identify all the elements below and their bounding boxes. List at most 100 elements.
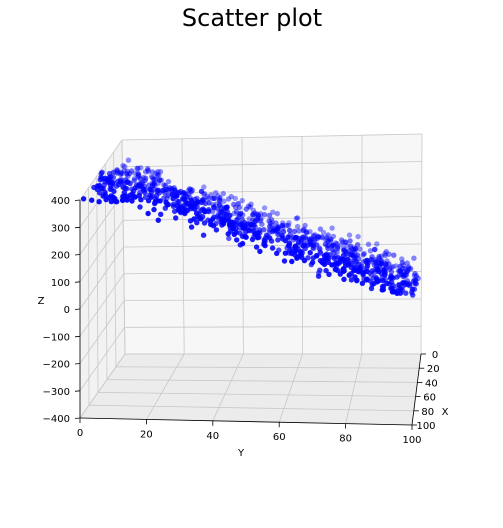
x-tick-label: 60 xyxy=(423,393,436,404)
scatter-point xyxy=(291,228,298,234)
scatter-point xyxy=(257,248,263,255)
scatter-point xyxy=(261,237,268,243)
scatter-point xyxy=(158,177,164,183)
scatter-point xyxy=(201,184,207,190)
x-axis-label: X xyxy=(442,407,449,418)
scatter-point xyxy=(231,231,237,238)
scatter-point xyxy=(224,204,230,211)
scatter-point xyxy=(213,190,219,196)
scatter-point xyxy=(360,269,367,276)
z-tick-mark xyxy=(74,363,81,365)
scatter-point xyxy=(145,198,152,204)
scatter-point xyxy=(361,251,367,257)
scatter-point xyxy=(281,258,288,264)
scatter-point xyxy=(329,225,335,231)
scatter-point xyxy=(317,226,324,232)
scatter-point xyxy=(161,195,167,201)
z-tick-label: 200 xyxy=(51,251,70,262)
scatter-point xyxy=(227,212,233,219)
scatter-point xyxy=(397,268,404,274)
x-axis-line xyxy=(411,353,422,426)
z-tick-label: 100 xyxy=(51,278,70,289)
scatter-point xyxy=(409,286,416,292)
scatter-point xyxy=(157,198,163,204)
scatter-point xyxy=(132,185,138,191)
scatter-point xyxy=(129,198,135,204)
scatter-point xyxy=(198,188,205,195)
scatter-point xyxy=(151,181,157,187)
z-tick-mark xyxy=(74,281,81,283)
scatter-point xyxy=(162,182,169,189)
scatter-point xyxy=(252,231,258,237)
y-axis-label: Y xyxy=(237,448,245,459)
scatter-point xyxy=(388,279,395,285)
z-tick-label: 400 xyxy=(51,196,70,207)
scatter-point xyxy=(359,280,366,286)
scatter-point xyxy=(337,271,343,277)
scatter-point xyxy=(147,192,153,199)
chart-title: Scatter plot xyxy=(182,4,322,32)
scatter-point xyxy=(100,193,106,199)
z-tick-label: −100 xyxy=(43,332,70,343)
y-grid-line xyxy=(420,133,423,355)
scatter-point xyxy=(317,267,323,273)
scatter-point xyxy=(294,215,301,221)
scatter-point xyxy=(368,285,375,292)
scatter-point xyxy=(266,218,272,224)
scatter-point xyxy=(299,234,305,241)
scatter-point xyxy=(153,193,160,199)
scatter-point xyxy=(248,222,254,228)
scatter-point xyxy=(239,240,246,247)
scatter-point xyxy=(211,204,217,210)
scatter-point xyxy=(234,237,240,243)
scatter-point xyxy=(185,201,191,207)
scatter-point xyxy=(342,239,348,245)
x-tick-label: 100 xyxy=(416,421,435,432)
scatter-point xyxy=(404,281,411,288)
scatter-point xyxy=(341,247,347,253)
scatter-point xyxy=(294,255,300,261)
y-grid-line xyxy=(212,353,244,421)
scatter-point xyxy=(195,199,201,205)
scatter-point xyxy=(346,272,352,278)
floor-pane xyxy=(80,354,421,425)
scatter-point xyxy=(169,186,175,192)
scatter-point xyxy=(137,183,143,189)
scatter-point xyxy=(376,268,382,275)
scatter-point xyxy=(127,180,133,187)
scatter-point xyxy=(302,222,308,229)
scatter-point xyxy=(294,223,301,230)
y-axis-line xyxy=(79,417,413,426)
scatter-point xyxy=(120,197,126,203)
left-wall-pane xyxy=(80,140,125,418)
scatter-point xyxy=(191,216,197,222)
y-tick-label: 100 xyxy=(402,435,421,446)
scatter-point xyxy=(295,239,302,245)
x-grid-line xyxy=(97,392,416,397)
scatter-point xyxy=(285,222,292,229)
scatter-point xyxy=(232,195,238,202)
y-tick-label: 60 xyxy=(273,432,286,443)
scatter-point xyxy=(217,195,223,201)
scatter-point xyxy=(325,232,331,238)
scatter-point xyxy=(189,203,196,209)
scatter-point xyxy=(155,217,161,223)
scatter-point xyxy=(354,252,361,258)
scatter-point xyxy=(348,277,355,283)
scatter-point xyxy=(220,190,226,197)
z-tick-label: 0 xyxy=(64,305,70,316)
scatter-point xyxy=(379,287,385,293)
scatter-point xyxy=(228,193,234,200)
x-grid-line xyxy=(106,379,418,383)
x-axis-ticks: 0 20 40 60 80 100 xyxy=(412,350,440,432)
scatter-point xyxy=(141,187,147,193)
z-tick-mark xyxy=(74,335,81,338)
x-tick-label: 80 xyxy=(421,407,434,418)
scatter-point xyxy=(176,206,183,213)
scatter-point xyxy=(269,245,276,251)
x-grid-line xyxy=(113,151,117,367)
scatter-point xyxy=(108,183,114,189)
scatter-point xyxy=(213,227,220,233)
scatter-point xyxy=(371,280,377,287)
